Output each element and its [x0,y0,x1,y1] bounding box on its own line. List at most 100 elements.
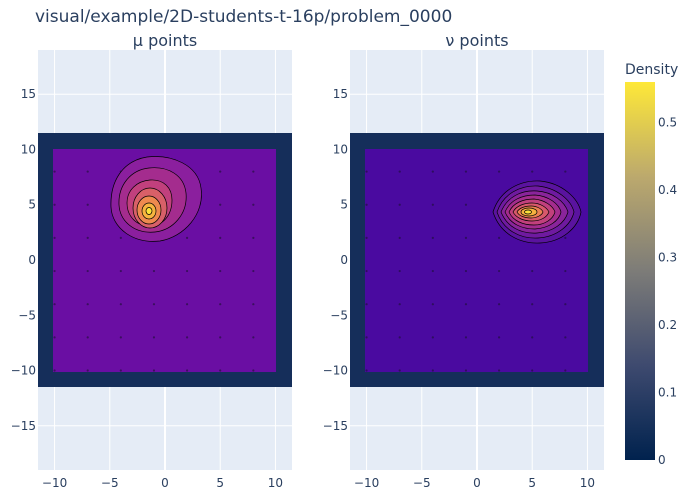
y-tick-label: −10 [323,364,348,378]
contour-set [492,180,582,244]
sample-point [252,203,255,206]
sample-point [365,170,368,173]
y-tick-label: 0 [28,253,36,267]
sample-point [564,236,567,239]
y-tick-label: −10 [11,364,36,378]
density-field [365,149,588,372]
sample-point [219,336,222,339]
y-tick-label: 5 [340,198,348,212]
sample-point [185,369,189,372]
sample-point [564,336,567,339]
sample-point [119,369,122,372]
subplot-nu: −10 −5 0 5 10 15 10 5 0 −5 −10 −15 ν points [323,31,604,490]
sample-point [219,236,222,239]
sample-point [86,303,89,306]
sample-point [219,269,222,273]
y-tick-label: −5 [18,308,36,322]
sample-point [86,236,89,239]
contour-set [110,156,202,242]
y-tick-label: 15 [21,87,36,101]
x-tick-label: 5 [528,476,536,490]
subplot-mu: −10 −5 0 5 10 15 10 5 0 −5 −10 −15 μ points [11,31,292,490]
sample-point [152,369,156,372]
x-tick-label: 10 [580,476,595,490]
colorbar-gradient [625,82,655,460]
sample-point [252,170,255,173]
sample-point [53,170,56,173]
sample-point [365,236,368,239]
sample-point [497,336,501,339]
figure-title: visual/example/2D-students-t-16p/problem… [35,7,453,27]
x-tick-label: 10 [268,476,283,490]
sample-point [464,170,468,173]
sample-point [219,203,222,206]
sample-point [119,336,122,339]
colorbar-title: Density [625,62,678,78]
y-tick-label: 10 [21,142,36,156]
subplot-title: μ points [133,31,197,50]
sample-point [53,303,56,306]
sample-point [398,303,401,306]
colorbar-tick-label: 0.5 [658,116,677,130]
sample-point [398,369,401,372]
sample-point [86,203,89,206]
sample-point [185,303,189,306]
sample-point [86,170,89,173]
sample-point [531,336,534,339]
sample-point [564,170,567,173]
sample-point [119,236,122,239]
sample-point [431,336,434,339]
sample-point [185,236,189,239]
sample-point [398,336,401,339]
sample-points [53,170,255,372]
sample-point [531,269,534,273]
sample-point [431,236,434,239]
sample-point [53,236,56,239]
sample-point [86,269,89,273]
sample-point [531,369,534,372]
sample-point [497,303,501,306]
sample-point [398,236,401,239]
sample-point [365,269,368,273]
sample-point [564,303,567,306]
sample-point [252,303,255,306]
colorbar: Density 0 0.1 0.2 0.3 0.4 0.5 [625,62,678,467]
sample-point [152,269,156,273]
sample-point [398,170,401,173]
x-tick-label: −10 [42,476,67,490]
sample-point [365,369,368,372]
x-tick-label: −10 [354,476,379,490]
sample-point [152,336,156,339]
sample-point [431,369,434,372]
y-tick-label: −15 [11,419,36,433]
sample-point [497,269,501,273]
sample-point [219,303,222,306]
sample-point [497,369,501,372]
sample-point [497,170,501,173]
sample-point [252,369,255,372]
y-tick-label: 0 [340,253,348,267]
x-tick-label: 0 [473,476,481,490]
sample-point [464,336,468,339]
sample-point [431,269,434,273]
sample-point [152,303,156,306]
colorbar-ticks: 0 0.1 0.2 0.3 0.4 0.5 [658,116,677,468]
sample-point [531,170,534,173]
colorbar-tick-label: 0.2 [658,318,677,332]
sample-point [365,336,368,339]
y-tick-label: 15 [333,87,348,101]
sample-point [497,236,501,239]
subplot-title: ν points [445,31,508,50]
sample-point [53,203,56,206]
sample-point [464,236,468,239]
sample-point [252,236,255,239]
sample-point [53,269,56,273]
x-axis-ticks: −10 −5 0 5 10 [354,476,595,490]
y-tick-label: −5 [330,308,348,322]
colorbar-tick-label: 0.1 [658,386,677,400]
sample-point [252,336,255,339]
y-tick-label: 5 [28,198,36,212]
sample-point [252,269,255,273]
